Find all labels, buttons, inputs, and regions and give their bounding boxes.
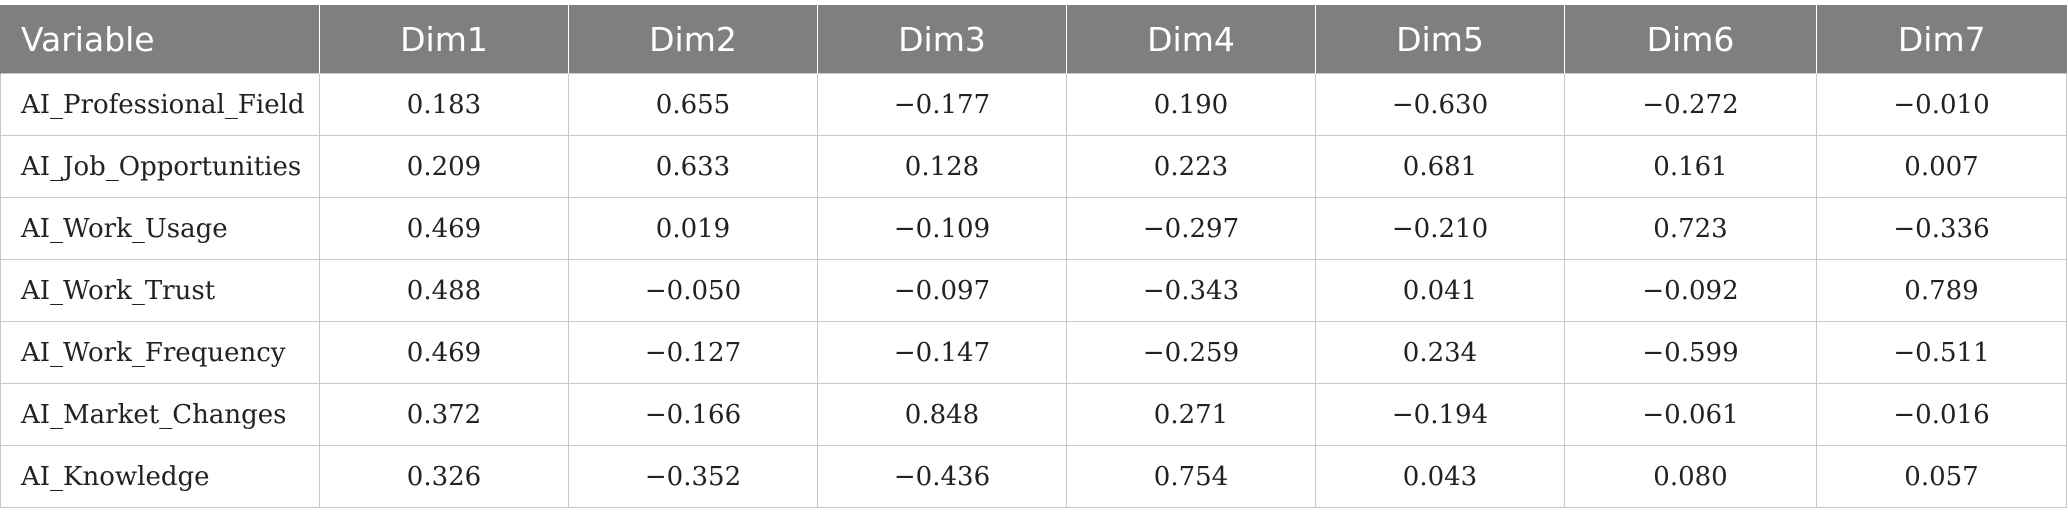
table-row: AI_Job_Opportunities 0.209 0.633 0.128 0… [0,135,2067,198]
value-cell: −0.272 [1564,73,1817,136]
value-cell: −0.050 [568,259,818,322]
value-cell: 0.372 [319,383,569,446]
value-cell: 0.754 [1066,445,1316,508]
value-cell: −0.092 [1564,259,1817,322]
value-cell: 0.469 [319,321,569,384]
variable-cell: AI_Work_Trust [0,259,320,322]
value-cell: 0.488 [319,259,569,322]
table-row: AI_Professional_Field 0.183 0.655 −0.177… [0,73,2067,136]
variable-cell: AI_Knowledge [0,445,320,508]
variable-cell: AI_Professional_Field [0,73,320,136]
table-row: AI_Work_Trust 0.488 −0.050 −0.097 −0.343… [0,259,2067,322]
value-cell: 0.234 [1315,321,1565,384]
value-cell: 0.080 [1564,445,1817,508]
value-cell: 0.848 [817,383,1067,446]
value-cell: 0.271 [1066,383,1316,446]
value-cell: −0.147 [817,321,1067,384]
value-cell: 0.469 [319,197,569,260]
value-cell: −0.016 [1816,383,2067,446]
table-header: Variable Dim1 Dim2 Dim3 Dim4 Dim5 Dim6 D… [0,5,2067,74]
value-cell: 0.041 [1315,259,1565,322]
header-dim6: Dim6 [1564,5,1817,74]
header-dim2: Dim2 [568,5,818,74]
value-cell: −0.097 [817,259,1067,322]
value-cell: 0.019 [568,197,818,260]
table-row: AI_Work_Usage 0.469 0.019 −0.109 −0.297 … [0,197,2067,260]
value-cell: −0.061 [1564,383,1817,446]
value-cell: −0.210 [1315,197,1565,260]
header-dim7: Dim7 [1816,5,2067,74]
value-cell: −0.010 [1816,73,2067,136]
value-cell: −0.259 [1066,321,1316,384]
value-cell: 0.007 [1816,135,2067,198]
header-dim4: Dim4 [1066,5,1316,74]
value-cell: 0.209 [319,135,569,198]
value-cell: −0.599 [1564,321,1817,384]
value-cell: −0.436 [817,445,1067,508]
value-cell: −0.194 [1315,383,1565,446]
loadings-table: Variable Dim1 Dim2 Dim3 Dim4 Dim5 Dim6 D… [0,5,2067,508]
variable-cell: AI_Job_Opportunities [0,135,320,198]
value-cell: 0.723 [1564,197,1817,260]
header-variable: Variable [0,5,320,74]
header-row: Variable Dim1 Dim2 Dim3 Dim4 Dim5 Dim6 D… [0,5,2067,74]
value-cell: −0.109 [817,197,1067,260]
value-cell: 0.633 [568,135,818,198]
table-row: AI_Work_Frequency 0.469 −0.127 −0.147 −0… [0,321,2067,384]
variable-cell: AI_Work_Frequency [0,321,320,384]
table-row: AI_Knowledge 0.326 −0.352 −0.436 0.754 0… [0,445,2067,508]
value-cell: 0.681 [1315,135,1565,198]
value-cell: 0.190 [1066,73,1316,136]
value-cell: 0.161 [1564,135,1817,198]
value-cell: 0.326 [319,445,569,508]
value-cell: −0.177 [817,73,1067,136]
value-cell: −0.343 [1066,259,1316,322]
table-body: AI_Professional_Field 0.183 0.655 −0.177… [0,73,2067,508]
header-dim3: Dim3 [817,5,1067,74]
value-cell: −0.297 [1066,197,1316,260]
value-cell: 0.183 [319,73,569,136]
value-cell: 0.223 [1066,135,1316,198]
variable-cell: AI_Market_Changes [0,383,320,446]
value-cell: 0.043 [1315,445,1565,508]
value-cell: −0.127 [568,321,818,384]
value-cell: −0.352 [568,445,818,508]
table-row: AI_Market_Changes 0.372 −0.166 0.848 0.2… [0,383,2067,446]
value-cell: −0.336 [1816,197,2067,260]
value-cell: 0.655 [568,73,818,136]
variable-cell: AI_Work_Usage [0,197,320,260]
value-cell: 0.128 [817,135,1067,198]
loadings-table-container: Variable Dim1 Dim2 Dim3 Dim4 Dim5 Dim6 D… [0,5,2067,508]
value-cell: 0.057 [1816,445,2067,508]
header-dim1: Dim1 [319,5,569,74]
header-dim5: Dim5 [1315,5,1565,74]
value-cell: 0.789 [1816,259,2067,322]
value-cell: −0.166 [568,383,818,446]
value-cell: −0.511 [1816,321,2067,384]
value-cell: −0.630 [1315,73,1565,136]
